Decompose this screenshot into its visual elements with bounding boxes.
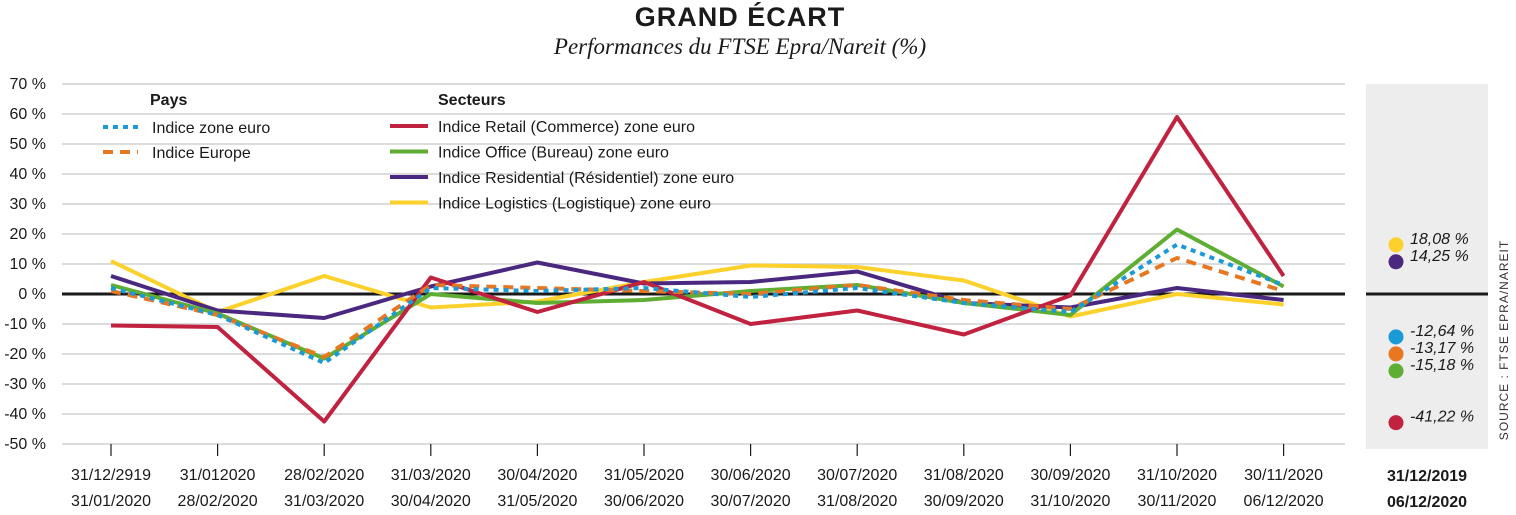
legend-label: Indice Office (Bureau) zone euro [438,145,669,162]
y-tick-label: 30 % [10,196,46,213]
summary-value: -41,22 % [1410,409,1474,426]
summary-dot [1388,237,1404,253]
legend-title-pays: Pays [150,92,187,109]
x-tick-label: 31/01/2020 [71,493,151,510]
y-tick-label: -30 % [4,376,46,393]
summary-value: 18,08 % [1410,231,1469,248]
series-line [110,259,1284,319]
x-tick-label: 31/012020 [180,467,256,484]
x-tick-label: 28/02/2020 [284,467,364,484]
y-tick-label: 20 % [10,226,46,243]
x-tick-label: 30/07/2020 [817,467,897,484]
x-tick-label: 30/04/2020 [391,493,471,510]
y-tick-label: -50 % [4,436,46,453]
x-tick-label: 30/06/2020 [604,493,684,510]
summary-value: -13,17 % [1410,340,1474,357]
summary-value: 14,25 % [1410,248,1469,265]
legend-label: Indice Retail (Commerce) zone euro [438,119,695,136]
x-tick-label: 30/09/2020 [1030,467,1110,484]
y-tick-label: 70 % [10,76,46,93]
y-tick-label: 60 % [10,106,46,123]
legend-title-secteurs: Secteurs [438,92,506,109]
summary-date-from: 31/12/2019 [1387,468,1467,485]
summary-dot [1388,254,1404,270]
x-tick-label: 31/03/2020 [284,493,364,510]
series-line [110,242,1285,365]
x-tick-label: 30/06/2020 [711,467,791,484]
source-label: SOURCE : FTSE EPRA/NAREIT [1497,240,1511,440]
x-tick-label: 30/11/2020 [1138,493,1217,510]
summary-panel [1366,84,1488,449]
y-tick-label: 40 % [10,166,46,183]
x-tick-label: 31/05/2020 [497,493,577,510]
x-tick-label: 30/11/2020 [1244,467,1323,484]
x-tick-label: 31/08/2020 [817,493,897,510]
summary-dot [1388,415,1404,431]
summary-dot [1388,346,1404,362]
y-tick-label: -10 % [4,316,46,333]
series-line [110,115,1286,424]
legend-label: Indice zone euro [152,120,270,137]
y-tick-label: 0 % [18,286,46,303]
summary-value: -15,18 % [1410,357,1474,374]
x-tick-label: 31/10/2020 [1137,467,1217,484]
summary-dot [1388,363,1404,379]
y-tick-label: -40 % [4,406,46,423]
legend-label: Indice Residential (Résidentiel) zone eu… [438,170,734,187]
x-tick-label: 06/12/2020 [1244,493,1324,510]
x-tick-label: 30/04/2020 [497,467,577,484]
x-tick-label: 31/12/2919 [71,467,151,484]
x-tick-label: 30/09/2020 [924,493,1004,510]
series-line [110,260,1284,320]
chart-title: GRAND ÉCART [634,2,846,32]
x-tick-label: 31/03/2020 [391,467,471,484]
x-tick-label: 31/08/2020 [924,467,1004,484]
y-tick-label: 10 % [10,256,46,273]
summary-date-to: 06/12/2020 [1387,494,1467,511]
x-tick-label: 30/07/2020 [711,493,791,510]
summary-dot [1388,329,1404,345]
summary-value: -12,64 % [1410,323,1474,340]
x-tick-label: 28/02/2020 [178,493,258,510]
legend-label: Indice Europe [152,145,251,162]
legend-label: Indice Logistics (Logistique) zone euro [438,196,711,213]
y-tick-label: -20 % [4,346,46,363]
chart-subtitle: Performances du FTSE Epra/Nareit (%) [553,34,927,59]
x-tick-label: 31/05/2020 [604,467,684,484]
x-tick-label: 31/10/2020 [1030,493,1110,510]
y-tick-label: 50 % [10,136,46,153]
